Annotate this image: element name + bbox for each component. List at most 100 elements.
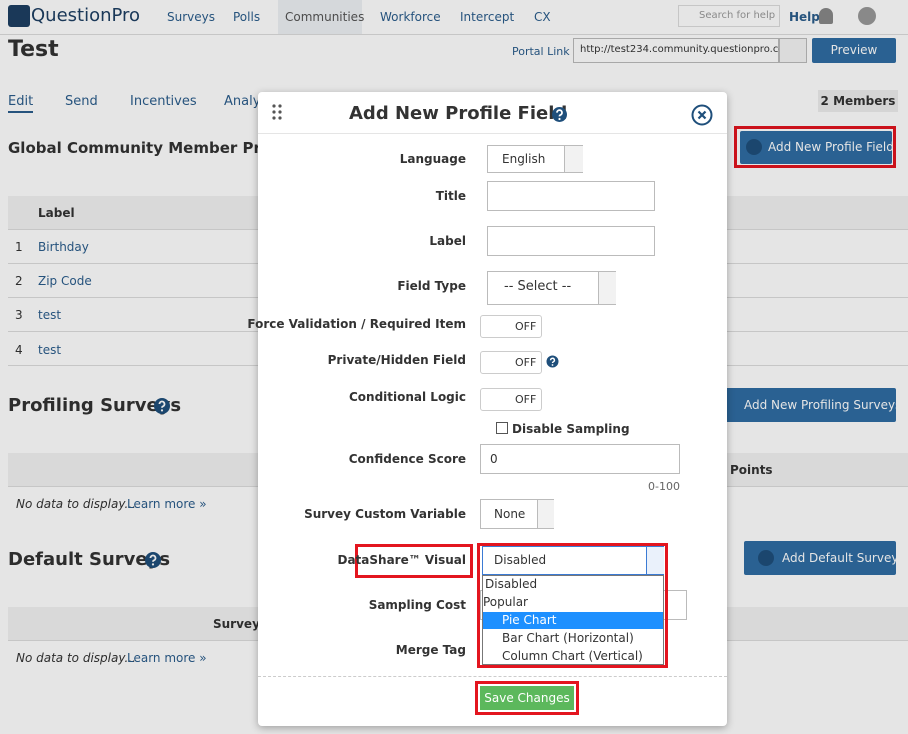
nav-item[interactable]: Polls	[233, 10, 261, 24]
logo-icon	[8, 5, 30, 27]
section-title: Global Community Member Profile	[8, 139, 298, 157]
nav-item[interactable]: Surveys	[167, 10, 215, 24]
row-number: 3	[15, 308, 23, 322]
column-header: Label	[38, 206, 75, 220]
select-arrow	[537, 500, 554, 528]
row-label[interactable]: Birthday	[38, 240, 89, 254]
nav-item[interactable]: CX	[534, 10, 551, 24]
learn-more-link[interactable]: Learn more »	[127, 651, 207, 665]
field-label: Confidence Score	[348, 452, 466, 466]
select-value: Disabled	[494, 553, 547, 567]
avatar[interactable]	[858, 7, 876, 25]
select-arrow	[646, 547, 664, 574]
highlight-box	[355, 544, 473, 578]
add-profile-field-button[interactable]: Add New Profile Field	[740, 131, 894, 164]
url: http://test234.community.questionpro.com	[580, 44, 795, 55]
toggle-switch[interactable]	[480, 351, 542, 374]
modal-divider	[258, 133, 727, 134]
dropdown-group: Popular	[483, 595, 528, 609]
field-label: DataShare™ Visual	[337, 553, 467, 567]
select-arrow	[598, 272, 616, 304]
field-label: Sampling Cost	[368, 598, 466, 612]
logo[interactable]: QuestionPro	[31, 5, 141, 26]
nav-item[interactable]: Communities	[285, 10, 365, 24]
checkbox[interactable]	[496, 422, 508, 434]
search-box[interactable]	[678, 5, 780, 27]
toggle-state: OFF	[515, 393, 537, 406]
drag-handle[interactable]	[271, 103, 283, 123]
empty-message: No data to display...	[16, 651, 136, 665]
row-label[interactable]: test	[38, 343, 62, 357]
field-label: Force Validation / Required Item	[247, 317, 466, 331]
field-label: Merge Tag	[395, 643, 466, 657]
select-arrow	[564, 146, 583, 172]
highlight-box	[477, 543, 668, 668]
label-input[interactable]	[487, 226, 655, 256]
help-icon[interactable]	[153, 397, 171, 415]
add-profiling-survey-button[interactable]: Add New Profiling Surveys	[724, 388, 901, 422]
dropdown-option[interactable]: Bar Chart (Horizontal)	[502, 631, 634, 645]
field-label: Title	[435, 189, 466, 203]
row-number: 4	[15, 343, 23, 357]
modal-title: Add New Profile Field	[349, 103, 568, 124]
search-placeholder: Search for help	[699, 10, 776, 21]
row-number: 2	[15, 274, 23, 288]
select-value: English	[502, 152, 546, 166]
column-header: Points	[730, 463, 773, 477]
preview-button[interactable]: Preview	[812, 38, 896, 63]
dropdown-option[interactable]: Pie Chart	[502, 613, 557, 627]
field-type-select[interactable]	[487, 271, 616, 305]
help-icon[interactable]	[144, 551, 162, 569]
tab[interactable]: Edit	[8, 93, 34, 113]
field-label: Label	[429, 234, 466, 248]
field-label: Field Type	[397, 279, 466, 293]
plus-icon	[758, 550, 774, 566]
bell-icon[interactable]	[819, 8, 833, 24]
plus-icon	[746, 139, 762, 155]
select-value: -- Select --	[504, 279, 572, 294]
highlight-box	[475, 681, 579, 715]
confidence-input[interactable]	[480, 444, 680, 474]
checkbox-label[interactable]: Disable Sampling	[512, 422, 630, 436]
title-input[interactable]	[487, 181, 655, 211]
nav-item[interactable]: Intercept	[460, 10, 515, 24]
nav-item[interactable]: Workforce	[380, 10, 441, 24]
field-label: Survey Custom Variable	[304, 507, 466, 521]
hint: 0-100	[648, 480, 680, 493]
active-tab-bg	[278, 0, 362, 34]
save-button[interactable]: Save Changes	[480, 686, 574, 710]
toggle-switch[interactable]	[480, 388, 542, 411]
input-value: 0	[490, 452, 498, 466]
page-title: Test	[8, 37, 59, 62]
column-header: Survey	[213, 617, 260, 631]
dropdown-option[interactable]: Disabled	[485, 577, 538, 591]
field-label: Language	[399, 152, 466, 166]
row-number: 1	[15, 240, 23, 254]
toggle-state: OFF	[515, 320, 537, 333]
help-icon[interactable]	[546, 355, 559, 368]
close-button[interactable]	[691, 104, 713, 126]
toggle-state: OFF	[515, 356, 537, 369]
footer-divider	[258, 676, 727, 677]
row-label[interactable]: Zip Code	[38, 274, 92, 288]
section-title: Profiling Surveys	[8, 395, 182, 416]
row-label[interactable]: test	[38, 308, 62, 322]
select-value: None	[494, 507, 526, 521]
tab[interactable]: Incentives	[130, 94, 197, 109]
help-icon[interactable]	[551, 106, 568, 123]
empty-message: No data to display...	[16, 497, 136, 511]
portal-link[interactable]: Portal Link	[512, 45, 570, 58]
highlight-box	[734, 126, 896, 168]
option-highlight	[483, 612, 663, 629]
edit-url-button[interactable]	[779, 38, 807, 63]
field-label: Private/Hidden Field	[327, 353, 466, 367]
tab[interactable]: Send	[65, 94, 98, 109]
toggle-switch[interactable]	[480, 315, 542, 338]
dropdown-option[interactable]: Column Chart (Vertical)	[502, 649, 643, 663]
learn-more-link[interactable]: Learn more »	[127, 497, 207, 511]
url-box[interactable]	[573, 38, 779, 63]
help-link[interactable]: Help	[789, 10, 820, 24]
field-label: Conditional Logic	[348, 390, 466, 404]
members-count: 2 Members	[818, 90, 898, 112]
